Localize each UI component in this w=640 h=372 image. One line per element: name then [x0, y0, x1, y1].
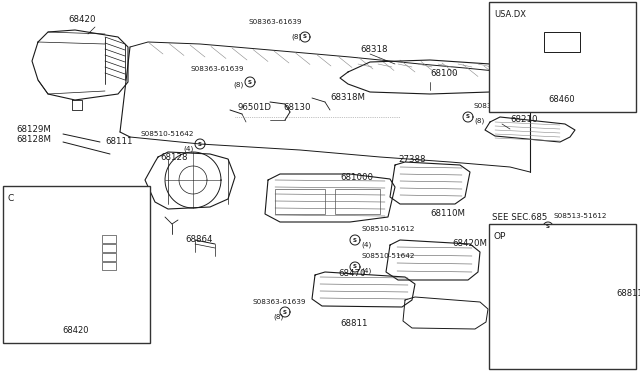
Text: 96501D: 96501D [238, 103, 272, 112]
Text: S08510-51642: S08510-51642 [361, 253, 415, 259]
Bar [102, 253, 116, 261]
Text: 68460: 68460 [548, 95, 575, 104]
Text: 68811: 68811 [340, 320, 367, 328]
Bar [102, 262, 116, 270]
Bar [275, 189, 325, 214]
Text: (8): (8) [474, 118, 484, 125]
Text: 68210: 68210 [510, 115, 538, 125]
Text: S: S [353, 237, 357, 243]
Text: 68470: 68470 [338, 269, 365, 279]
Text: 68318: 68318 [360, 45, 387, 55]
Text: 68111: 68111 [105, 138, 132, 147]
Bar [489, 224, 636, 369]
Text: (8): (8) [292, 34, 302, 41]
Text: 68864: 68864 [185, 235, 212, 244]
Text: 68420M: 68420M [452, 240, 487, 248]
Text: S: S [353, 264, 357, 269]
Text: USA.DX: USA.DX [494, 10, 526, 19]
Text: 68811: 68811 [616, 289, 640, 298]
Text: OP: OP [494, 232, 506, 241]
Bar [544, 32, 580, 52]
Text: C: C [8, 194, 14, 203]
Text: 68420: 68420 [63, 326, 89, 335]
Text: S: S [546, 224, 550, 230]
Text: S08363-61639: S08363-61639 [248, 19, 302, 25]
Bar [102, 235, 116, 243]
Text: (4): (4) [361, 268, 371, 275]
Text: S08363-61639: S08363-61639 [474, 103, 527, 109]
Text: 68318M: 68318M [330, 93, 365, 103]
Text: (4): (4) [361, 241, 371, 247]
Text: (8): (8) [234, 81, 244, 87]
Text: S: S [466, 115, 470, 119]
Text: 68130: 68130 [283, 103, 310, 112]
Text: S08510-51612: S08510-51612 [361, 226, 415, 232]
Text: S: S [303, 35, 307, 39]
Text: ^680*0034: ^680*0034 [589, 358, 630, 364]
Text: 68110M: 68110M [430, 209, 465, 218]
Text: S08363-61639: S08363-61639 [252, 299, 306, 305]
Text: 681000: 681000 [340, 173, 373, 182]
Text: S: S [248, 80, 252, 84]
Text: (8): (8) [274, 314, 284, 321]
Bar [489, 2, 636, 112]
Bar [102, 244, 116, 252]
Text: S: S [198, 141, 202, 147]
Text: 68129M: 68129M [16, 125, 51, 135]
Text: S: S [283, 310, 287, 314]
Text: (1): (1) [554, 228, 564, 234]
Text: 68100: 68100 [430, 70, 458, 78]
Text: 68128M: 68128M [16, 135, 51, 144]
Text: 68420: 68420 [68, 16, 95, 25]
Text: (4): (4) [184, 146, 194, 153]
Text: S08363-61639: S08363-61639 [191, 66, 244, 72]
Bar [335, 189, 380, 214]
Text: S08513-51612: S08513-51612 [554, 213, 607, 219]
Text: 68128: 68128 [160, 153, 188, 161]
Text: SEE SEC.685: SEE SEC.685 [492, 212, 547, 221]
Text: S08510-51642: S08510-51642 [141, 131, 194, 137]
Bar [3, 186, 150, 343]
Text: 27388: 27388 [398, 155, 426, 164]
